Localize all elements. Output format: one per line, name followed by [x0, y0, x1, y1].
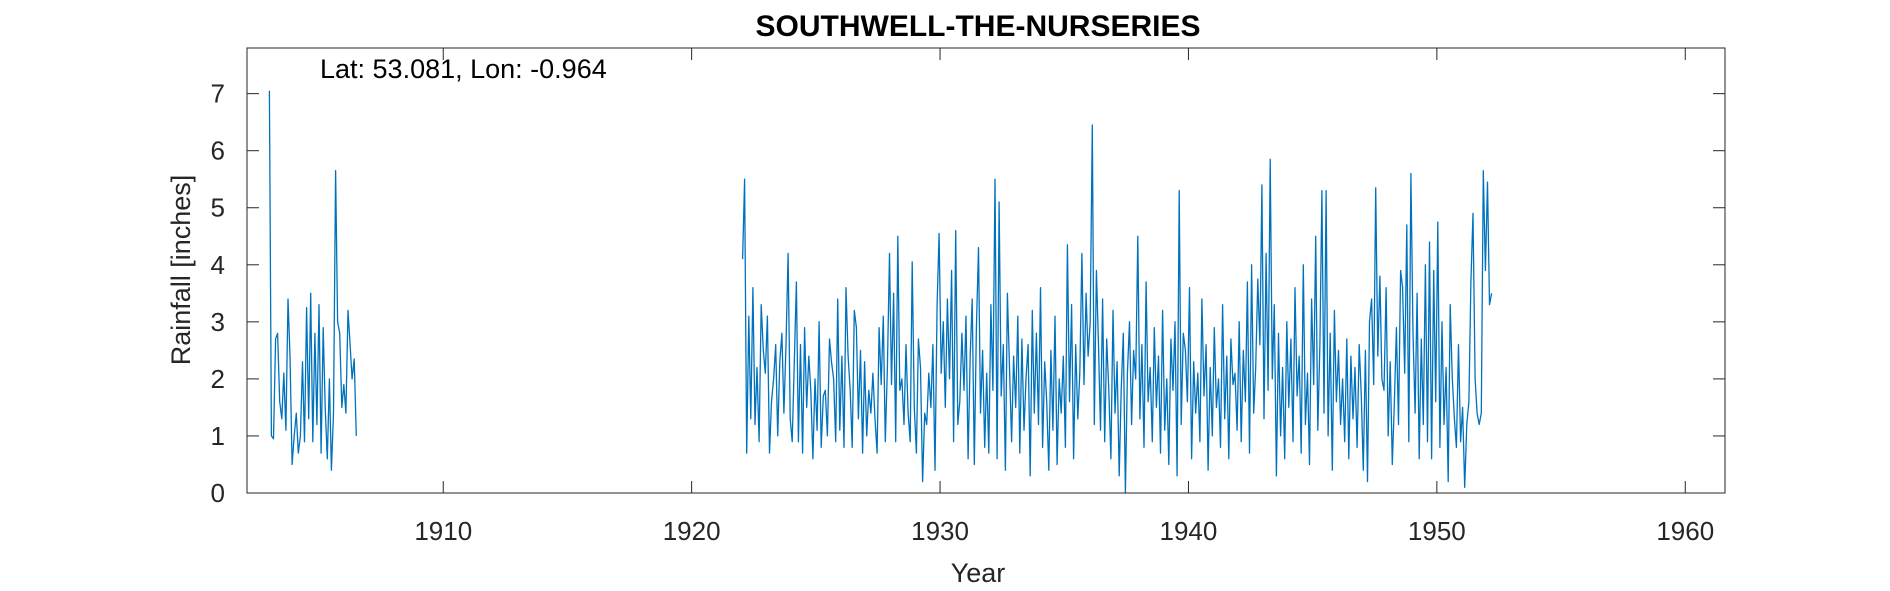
x-axis-label: Year [951, 558, 1006, 588]
location-annotation: Lat: 53.081, Lon: -0.964 [320, 54, 607, 84]
y-axis-label: Rainfall [inches] [166, 175, 196, 366]
chart-title: SOUTHWELL-THE-NURSERIES [756, 10, 1201, 43]
x-tick-label: 1960 [1656, 516, 1714, 546]
plot-frame [246, 47, 1726, 494]
y-tick-label: 3 [211, 307, 225, 337]
y-tick-label: 1 [211, 421, 225, 451]
y-tick-label: 5 [211, 193, 225, 223]
y-tick-label: 0 [211, 478, 225, 508]
y-tick-label: 2 [211, 364, 225, 394]
x-tick-label: 1930 [911, 516, 969, 546]
y-tick-label: 6 [211, 136, 225, 166]
rainfall-series-line [741, 124, 1493, 494]
x-tick-label: 1940 [1160, 516, 1218, 546]
x-tick-label: 1920 [663, 516, 721, 546]
plot-background [247, 48, 1725, 493]
x-tick-label: 1910 [414, 516, 472, 546]
y-tick-label: 4 [211, 250, 225, 280]
x-tick-label: 1950 [1408, 516, 1466, 546]
y-tick-label: 7 [211, 79, 225, 109]
rainfall-series-line [268, 90, 357, 471]
data-lines [268, 90, 1493, 494]
axis-ticks: 1910 1920 1930 1940 1950 1960 0 1 2 3 4 5 6 7 [211, 48, 1725, 546]
